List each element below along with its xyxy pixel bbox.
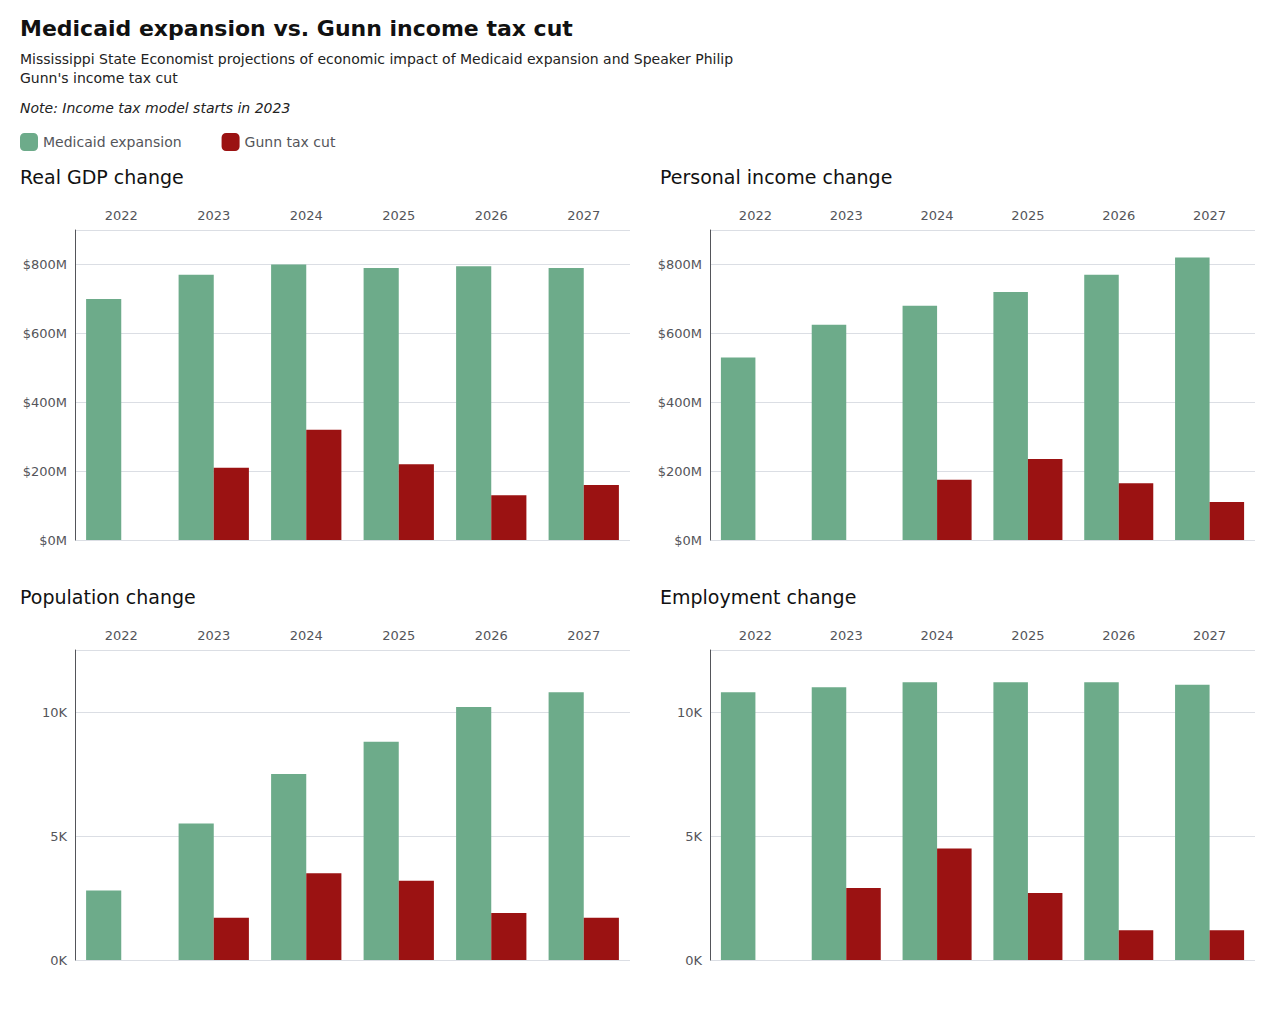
svg-text:2027: 2027	[567, 208, 600, 223]
svg-text:2022: 2022	[739, 628, 772, 643]
svg-text:2024: 2024	[290, 628, 323, 643]
svg-text:Gunn's income tax cut: Gunn's income tax cut	[20, 70, 178, 86]
svg-text:Population change: Population change	[20, 586, 196, 608]
svg-text:$400M: $400M	[23, 395, 67, 410]
svg-text:2025: 2025	[1011, 208, 1044, 223]
svg-text:2023: 2023	[830, 628, 863, 643]
svg-text:$600M: $600M	[658, 326, 702, 341]
svg-text:$600M: $600M	[23, 326, 67, 341]
svg-text:2025: 2025	[382, 628, 415, 643]
svg-text:Medicaid expansion vs. Gunn in: Medicaid expansion vs. Gunn income tax c…	[20, 16, 573, 41]
svg-text:2026: 2026	[1102, 628, 1135, 643]
svg-text:$200M: $200M	[658, 464, 702, 479]
svg-text:10K: 10K	[677, 705, 703, 720]
svg-text:2023: 2023	[197, 628, 230, 643]
svg-text:2025: 2025	[382, 208, 415, 223]
svg-text:Employment change: Employment change	[660, 586, 856, 608]
svg-text:$800M: $800M	[658, 257, 702, 272]
svg-text:2022: 2022	[105, 628, 138, 643]
svg-text:2022: 2022	[739, 208, 772, 223]
svg-text:0K: 0K	[50, 953, 67, 968]
svg-text:2024: 2024	[921, 628, 954, 643]
svg-text:2026: 2026	[1102, 208, 1135, 223]
svg-text:2023: 2023	[830, 208, 863, 223]
svg-text:$0M: $0M	[674, 533, 702, 548]
svg-text:2025: 2025	[1011, 628, 1044, 643]
svg-text:2023: 2023	[197, 208, 230, 223]
svg-text:Medicaid expansion: Medicaid expansion	[43, 134, 182, 150]
svg-text:$200M: $200M	[23, 464, 67, 479]
svg-text:2024: 2024	[921, 208, 954, 223]
svg-text:0K: 0K	[685, 953, 702, 968]
svg-text:2022: 2022	[105, 208, 138, 223]
svg-text:Gunn tax cut: Gunn tax cut	[245, 134, 336, 150]
svg-text:2027: 2027	[567, 628, 600, 643]
svg-text:2027: 2027	[1193, 208, 1226, 223]
svg-text:2026: 2026	[475, 208, 508, 223]
svg-text:Note: Income tax model starts: Note: Income tax model starts in 2023	[20, 100, 290, 116]
svg-text:5K: 5K	[50, 829, 67, 844]
svg-text:2026: 2026	[475, 628, 508, 643]
svg-text:Personal income change: Personal income change	[660, 166, 892, 188]
svg-text:Mississippi State Economist pr: Mississippi State Economist projections …	[20, 51, 733, 67]
svg-text:$400M: $400M	[658, 395, 702, 410]
svg-text:$0M: $0M	[39, 533, 67, 548]
svg-text:2027: 2027	[1193, 628, 1226, 643]
svg-text:Real GDP change: Real GDP change	[20, 166, 184, 188]
svg-text:5K: 5K	[685, 829, 702, 844]
svg-text:$800M: $800M	[23, 257, 67, 272]
svg-text:2024: 2024	[290, 208, 323, 223]
svg-text:10K: 10K	[42, 705, 68, 720]
